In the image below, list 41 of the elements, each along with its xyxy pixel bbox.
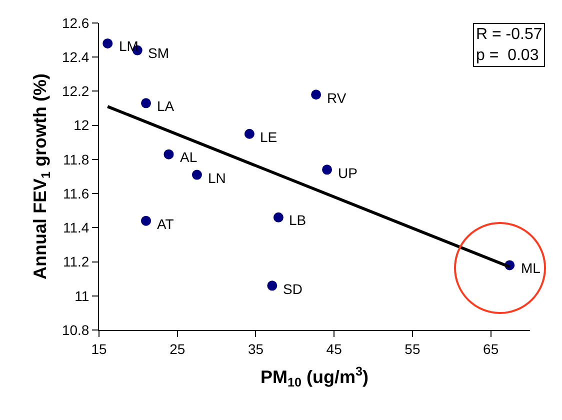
x-axis-title: PM$_{10}$ (ug/m$^{3}$) — [260, 364, 369, 390]
x-tick-label: 25 — [170, 340, 186, 357]
point — [141, 216, 152, 226]
point — [267, 280, 278, 291]
point — [322, 164, 332, 175]
annotation: LM — [119, 38, 138, 54]
annotation: ML — [521, 260, 541, 276]
y-tick-label: 12.2 — [62, 83, 90, 100]
y-tick-label: 11.8 — [62, 151, 90, 168]
point — [141, 98, 152, 108]
annotation: UP — [338, 165, 358, 181]
annotation: R = -0.57 — [476, 26, 542, 43]
y-tick-label: 12.4 — [62, 49, 90, 66]
annotation: LA — [157, 98, 175, 114]
x-tick-label: 15 — [91, 340, 107, 357]
annotation: AT — [157, 216, 174, 232]
y-tick-label: 11.4 — [62, 220, 90, 236]
point — [273, 212, 284, 222]
annotation: SM — [148, 45, 169, 61]
point — [164, 149, 174, 160]
point — [102, 38, 113, 48]
annotation: AL — [180, 149, 198, 165]
y-tick-label: 12.6 — [62, 14, 90, 31]
y-tick-label: 11 — [74, 288, 90, 304]
y-tick-label: 12 — [74, 117, 90, 134]
annotation: RV — [327, 90, 347, 106]
annotation: LN — [208, 170, 226, 186]
x-tick-label: 45 — [326, 340, 342, 357]
x-tick-label: 55 — [404, 340, 420, 357]
annotation: SD — [283, 281, 302, 297]
annotation: p = 0.03 — [476, 46, 539, 64]
point — [244, 128, 254, 139]
x-tick-label: 35 — [248, 340, 264, 357]
annotation: LB — [289, 212, 306, 228]
point — [192, 170, 202, 180]
y-tick-label: 11.2 — [62, 254, 90, 270]
y-tick-label: 11.6 — [62, 185, 90, 202]
x-tick-label: 65 — [483, 340, 499, 357]
annotation: LE — [260, 129, 278, 145]
y-tick-label: 10.8 — [62, 322, 90, 338]
point — [311, 90, 322, 100]
